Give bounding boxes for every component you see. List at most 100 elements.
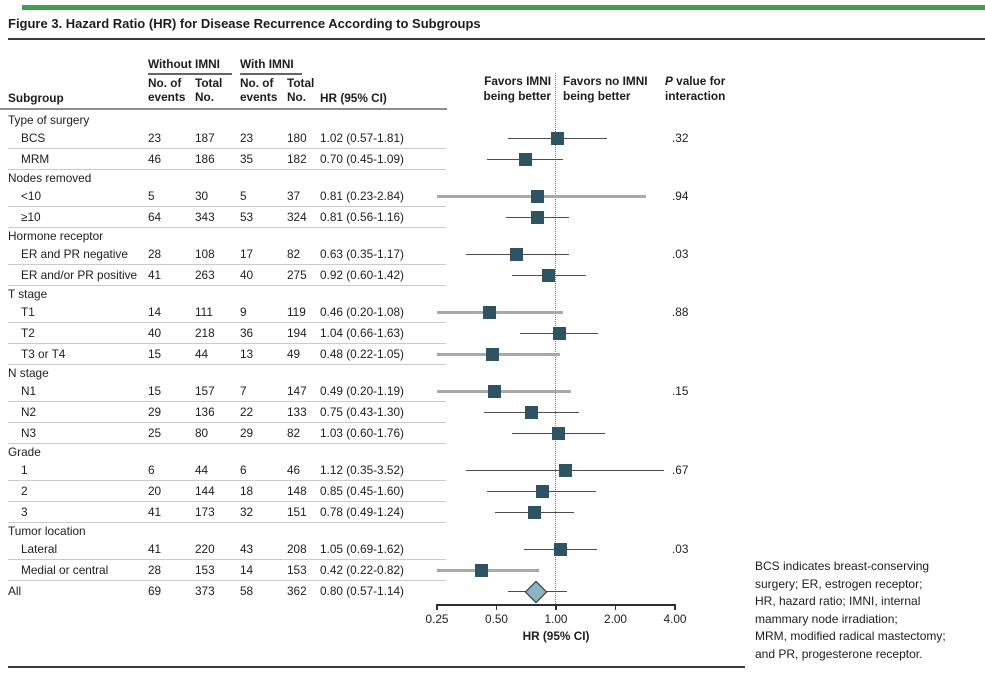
p-value: .03 — [672, 247, 689, 261]
forest-row: ER and/or PR positive 41 263 40 275 0.92 (0.6… — [0, 265, 985, 286]
forest-row: T1 14 111 9 119 0.46 (0.20-1.08) .88 — [0, 302, 985, 323]
footnote-line: mammary node irradiation; — [755, 611, 898, 626]
count-cell: 23 — [148, 131, 162, 145]
count-cell: 22 — [240, 405, 254, 419]
count-cell: 37 — [287, 189, 301, 203]
subgroup-label: ER and/or PR positive — [21, 268, 138, 282]
hr-ci-text: 0.80 (0.57-1.14) — [320, 584, 404, 598]
count-cell: 151 — [287, 505, 307, 519]
subgroup-label: T3 or T4 — [21, 347, 66, 361]
p-value: .94 — [672, 189, 689, 203]
abbreviations-note: BCS indicates breast-conserving surgery; … — [755, 558, 985, 663]
hr-marker-square — [531, 211, 545, 224]
col-subgroup: Subgroup — [8, 91, 64, 105]
hr-ci-text: 0.46 (0.20-1.08) — [320, 305, 404, 319]
hr-marker-square — [488, 385, 502, 398]
hr-marker-square — [518, 153, 532, 166]
count-cell: 29 — [148, 405, 162, 419]
count-cell: 44 — [195, 347, 209, 361]
row-separator — [8, 580, 446, 581]
count-cell: 187 — [195, 131, 215, 145]
axis-tick-label: 1.00 — [544, 612, 568, 626]
col-group-with-imni: With IMNI — [240, 57, 294, 71]
forest-row: 2 20 144 18 148 0.85 (0.45-1.60) — [0, 481, 985, 502]
count-cell: 263 — [195, 268, 215, 282]
forest-group-row: Hormone receptor — [0, 228, 985, 244]
count-cell: 148 — [287, 484, 307, 498]
count-cell: 46 — [148, 152, 162, 166]
p-value-header: P value for interaction — [665, 74, 726, 103]
row-separator — [8, 148, 446, 149]
forest-row: T3 or T4 15 44 13 49 0.48 (0.22-1.05) — [0, 344, 985, 365]
forest-row: T2 40 218 36 194 1.04 (0.66-1.63) — [0, 323, 985, 344]
group-label: Type of surgery — [8, 113, 90, 127]
group-label: Hormone receptor — [8, 229, 104, 243]
count-cell: 362 — [287, 584, 307, 598]
subgroup-label: N2 — [21, 405, 37, 419]
row-separator — [8, 480, 446, 481]
forest-row: ER and PR negative 28 108 17 82 0.63 (0.35-1.… — [0, 244, 985, 265]
forest-row: Medial or central 28 153 14 153 0.42 (0.22-0.… — [0, 560, 985, 581]
hr-marker-square — [531, 190, 545, 203]
hr-ci-text: 0.70 (0.45-1.09) — [320, 152, 404, 166]
hr-marker-square — [552, 427, 566, 440]
group-label: N stage — [8, 366, 49, 380]
hr-marker-diamond — [525, 580, 548, 603]
col-total-without: Total No. — [195, 76, 223, 104]
group-label: Nodes removed — [8, 171, 92, 185]
count-cell: 208 — [287, 542, 307, 556]
hr-marker-square — [475, 564, 489, 577]
axis-tick — [674, 604, 676, 610]
row-separator — [8, 559, 446, 560]
subgroup-label: N3 — [21, 426, 37, 440]
count-cell: 186 — [195, 152, 215, 166]
count-cell: 275 — [287, 268, 307, 282]
forest-group-row: Type of surgery — [0, 112, 985, 128]
count-cell: 147 — [287, 384, 307, 398]
forest-row: N1 15 157 7 147 0.49 (0.20-1.19) .15 — [0, 381, 985, 402]
count-cell: 111 — [195, 305, 213, 319]
count-cell: 182 — [287, 152, 307, 166]
subgroup-label: BCS — [21, 131, 46, 145]
with-imni-underline — [240, 73, 302, 75]
hr-marker-square — [509, 248, 523, 261]
hr-marker-square — [542, 269, 556, 282]
count-cell: 82 — [287, 426, 301, 440]
row-separator — [8, 343, 446, 344]
hr-ci-text: 0.75 (0.43-1.30) — [320, 405, 404, 419]
row-separator — [8, 285, 446, 286]
col-group-without-imni: Without IMNI — [148, 57, 220, 71]
count-cell: 30 — [195, 189, 209, 203]
hr-ci-text: 1.04 (0.66-1.63) — [320, 326, 404, 340]
count-cell: 40 — [240, 268, 254, 282]
hr-ci-text: 0.92 (0.60-1.42) — [320, 268, 404, 282]
bottom-rule — [8, 666, 745, 668]
ci-line — [437, 311, 563, 314]
col-events-with: No. of events — [240, 76, 278, 104]
subgroup-label: 2 — [21, 484, 28, 498]
footnote-line: BCS indicates breast-conserving — [755, 559, 930, 573]
row-separator — [8, 522, 446, 523]
hr-marker-square — [535, 485, 549, 498]
count-cell: 49 — [287, 347, 301, 361]
axis-tick-label: 2.00 — [604, 612, 627, 626]
count-cell: 180 — [287, 131, 307, 145]
count-cell: 108 — [195, 247, 215, 261]
row-separator — [8, 322, 446, 323]
count-cell: 6 — [148, 463, 155, 477]
count-cell: 40 — [148, 326, 162, 340]
hr-ci-text: 0.42 (0.22-0.82) — [320, 563, 404, 577]
count-cell: 28 — [148, 563, 162, 577]
axis-tick — [614, 604, 617, 610]
count-cell: 25 — [148, 426, 162, 440]
p-value: .03 — [672, 542, 689, 556]
forest-row: MRM 46 186 35 182 0.70 (0.45-1.09) — [0, 149, 985, 170]
subgroup-label: MRM — [21, 152, 50, 166]
count-cell: 136 — [195, 405, 215, 419]
row-separator — [8, 206, 446, 207]
count-cell: 15 — [148, 384, 162, 398]
row-separator — [8, 227, 446, 228]
hr-marker-square — [553, 543, 567, 556]
count-cell: 15 — [148, 347, 162, 361]
hr-ci-text: 0.85 (0.45-1.60) — [320, 484, 404, 498]
